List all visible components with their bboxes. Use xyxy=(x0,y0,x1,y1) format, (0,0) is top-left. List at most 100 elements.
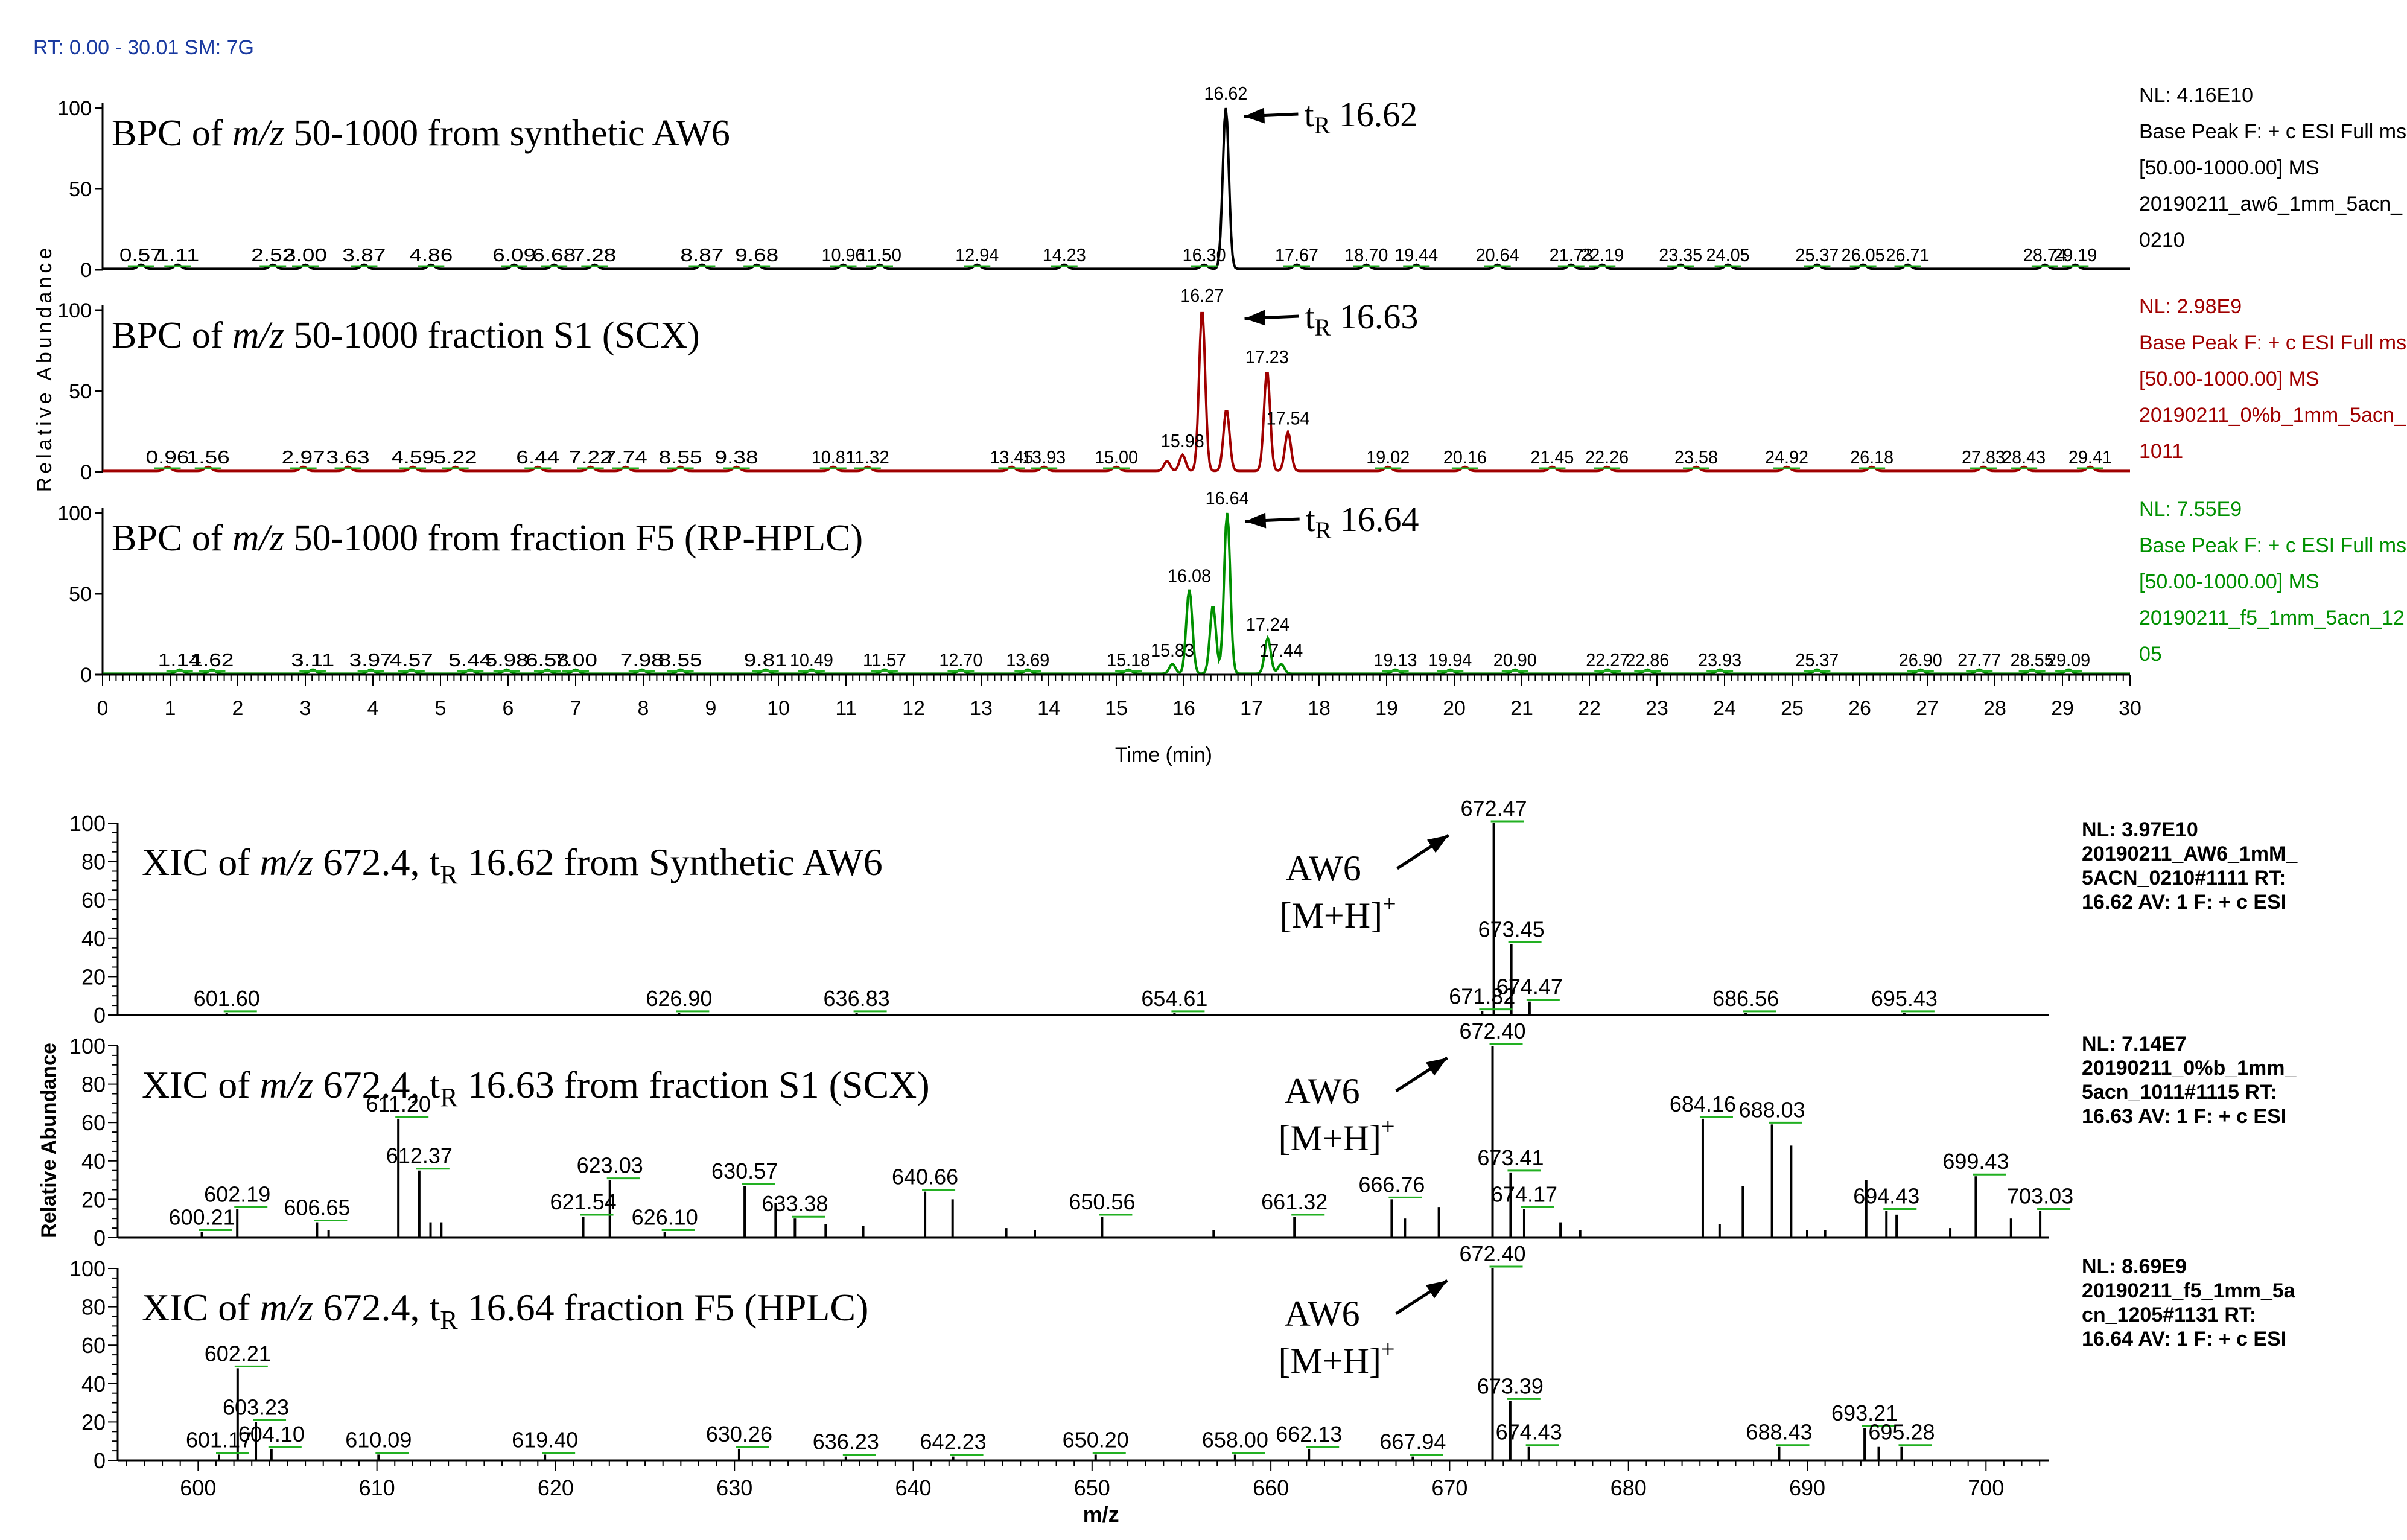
xic-peak-label: 601.17 xyxy=(186,1427,252,1452)
xic-x-tick-label: 600 xyxy=(180,1475,216,1500)
bpc-info-line: 1011 xyxy=(2139,440,2183,463)
bpc-x-tick-label: 6 xyxy=(503,697,514,720)
xic-peak-label: 626.10 xyxy=(632,1204,698,1229)
bpc-peak-label: 12.94 xyxy=(955,244,999,266)
xic-peak-label: 603.23 xyxy=(223,1395,289,1419)
bpc-peak-label: 17.24 xyxy=(1246,614,1289,635)
xic-x-tick-label: 670 xyxy=(1431,1475,1467,1500)
xic-peak-label: 633.38 xyxy=(762,1191,828,1216)
xic-trace-title: XIC of m/z 672.4, tR 16.62 from Syntheti… xyxy=(142,841,883,889)
bpc-x-tick-label: 14 xyxy=(1037,697,1060,720)
bpc-peak-label: 18.70 xyxy=(1344,244,1388,266)
bpc-trace-2: 0 50 100 0.961.56 2.97 3.63 4.595.22 6.44 7.227.… xyxy=(57,285,2406,484)
xic-peak-label: 630.26 xyxy=(706,1422,772,1446)
xic-peak-label: 694.43 xyxy=(1853,1183,1919,1208)
xic-peak-label: 626.90 xyxy=(646,986,712,1011)
xic-peak-label: 666.76 xyxy=(1358,1172,1425,1197)
xic-y-tick-label: 60 xyxy=(81,1110,106,1135)
xic-peak-label: 621.54 xyxy=(550,1189,617,1214)
bpc-peak-label: 5.22 xyxy=(434,447,477,468)
xic-annotation-ion: [M+H]+ xyxy=(1280,890,1396,935)
xic-info-line: 16.63 AV: 1 F: + c ESI xyxy=(2082,1105,2286,1128)
xic-peak-label: 693.21 xyxy=(1831,1401,1898,1425)
bpc-peak-label: 11.57 xyxy=(863,649,906,670)
bpc-peak-label: 6.58 xyxy=(526,649,569,670)
xic-info-line: 16.62 AV: 1 F: + c ESI xyxy=(2082,891,2286,914)
xic-peak-label: 661.32 xyxy=(1261,1189,1328,1214)
bpc-peak-label: 16.27 xyxy=(1180,285,1224,306)
bpc-info-line: 0210 xyxy=(2139,229,2185,252)
bpc-peak-label: 10.81 xyxy=(812,447,855,468)
xic-x-tick-label: 640 xyxy=(895,1475,931,1500)
bpc-x-axis-group: 0 1 2 3 4 5 6 7 8 9 10 11 12 13 14 15 16 17 18 19 20 21 22 23 24… xyxy=(33,244,2141,766)
bpc-y-axis-label: Relative Abundance xyxy=(33,244,56,492)
bpc-peak-label: 0.57 xyxy=(119,244,163,266)
bpc-peak-label: 21.45 xyxy=(1530,447,1574,468)
bpc-y-tick-label: 100 xyxy=(57,299,92,322)
bpc-peak-label: 21.73 xyxy=(1550,244,1593,266)
xic-info-line: 16.64 AV: 1 F: + c ESI xyxy=(2082,1328,2286,1351)
xic-x-tick-label: 690 xyxy=(1789,1475,1825,1500)
bpc-peak-label: 20.90 xyxy=(1493,649,1537,670)
bpc-trace-1: 0 50 100 0.571.11 2.523.00 3.87 4.86 6.096.687.… xyxy=(57,83,2406,282)
xic-peak-label: 672.47 xyxy=(1461,796,1527,821)
bpc-peak-label: 3.63 xyxy=(326,447,370,468)
bpc-peak-label: 17.44 xyxy=(1259,640,1303,661)
bpc-peak-label: 9.38 xyxy=(715,447,758,468)
bpc-peak-label: 20.64 xyxy=(1476,244,1519,266)
bpc-annotation-arrow-head xyxy=(1245,512,1267,529)
xic-info-line: cn_1205#1131 RT: xyxy=(2082,1303,2256,1326)
bpc-x-tick-label: 26 xyxy=(1848,697,1871,720)
bpc-peak-label: 15.98 xyxy=(1161,430,1204,451)
bpc-info-line: Base Peak F: + c ESI Full ms xyxy=(2139,331,2406,354)
xic-peak-label: 673.39 xyxy=(1477,1373,1544,1398)
bpc-x-tick-label: 17 xyxy=(1240,697,1263,720)
xic-peak-label: 601.60 xyxy=(194,986,260,1011)
bpc-peak-label: 6.68 xyxy=(532,244,576,266)
bpc-peak-label: 24.05 xyxy=(1706,244,1750,266)
bpc-peak-label: 16.62 xyxy=(1204,83,1247,104)
xic-y-tick-label: 40 xyxy=(81,1372,106,1396)
xic-y-tick-label: 0 xyxy=(94,1003,106,1028)
xic-peak-label: 636.23 xyxy=(813,1430,879,1454)
bpc-peak-label: 27.77 xyxy=(1957,649,2001,670)
xic-peak-label: 686.56 xyxy=(1712,986,1779,1011)
xic-y-tick-label: 20 xyxy=(81,1187,106,1212)
bpc-x-tick-label: 13 xyxy=(970,697,993,720)
xic-info-line: 5acn_1011#1115 RT: xyxy=(2082,1081,2277,1104)
bpc-info-line: NL: 7.55E9 xyxy=(2139,498,2242,521)
bpc-peak-label: 25.37 xyxy=(1795,244,1839,266)
bpc-peak-label: 19.02 xyxy=(1366,447,1410,468)
xic-peak-label: 703.03 xyxy=(2007,1183,2073,1208)
bpc-y-tick-label: 100 xyxy=(57,97,92,120)
bpc-peak-label: 3.00 xyxy=(284,244,327,266)
bpc-peak-label: 10.96 xyxy=(822,244,865,266)
bpc-x-tick-label: 16 xyxy=(1172,697,1195,720)
xic-x-tick-label: 610 xyxy=(359,1475,395,1500)
bpc-x-tick-label: 10 xyxy=(767,697,790,720)
bpc-peak-label: 6.09 xyxy=(492,244,536,266)
bpc-x-tick-label: 1 xyxy=(165,697,176,720)
bpc-annotation-arrow-head xyxy=(1244,310,1266,326)
bpc-peak-label: 26.90 xyxy=(1899,649,1942,670)
xic-annotation-label: AW6 xyxy=(1285,1294,1360,1334)
bpc-peak-label: 12.70 xyxy=(939,649,982,670)
xic-peak-label: 642.23 xyxy=(920,1430,987,1454)
xic-peak-label: 672.40 xyxy=(1459,1241,1525,1266)
xic-info-line: NL: 7.14E7 xyxy=(2082,1032,2187,1055)
xic-peak-label: 612.37 xyxy=(386,1144,453,1168)
xic-peak-label: 650.56 xyxy=(1069,1189,1135,1214)
bpc-x-tick-label: 21 xyxy=(1510,697,1533,720)
xic-peak-label: 610.09 xyxy=(345,1427,412,1452)
xic-peak-label: 673.41 xyxy=(1477,1145,1544,1170)
xic-y-tick-label: 0 xyxy=(94,1226,106,1250)
bpc-peak-label: 4.57 xyxy=(390,649,433,670)
bpc-x-tick-label: 19 xyxy=(1375,697,1398,720)
bpc-peak-label: 7.28 xyxy=(573,244,616,266)
xic-y-axis-label: Relative Abundance xyxy=(37,1043,60,1238)
bpc-peak-label: 5.44 xyxy=(448,649,492,670)
bpc-x-tick-label: 22 xyxy=(1578,697,1601,720)
bpc-peak-label: 26.05 xyxy=(1842,244,1885,266)
bpc-peak-label: 28.55 xyxy=(2011,649,2054,670)
bpc-y-tick-label: 0 xyxy=(80,461,92,484)
